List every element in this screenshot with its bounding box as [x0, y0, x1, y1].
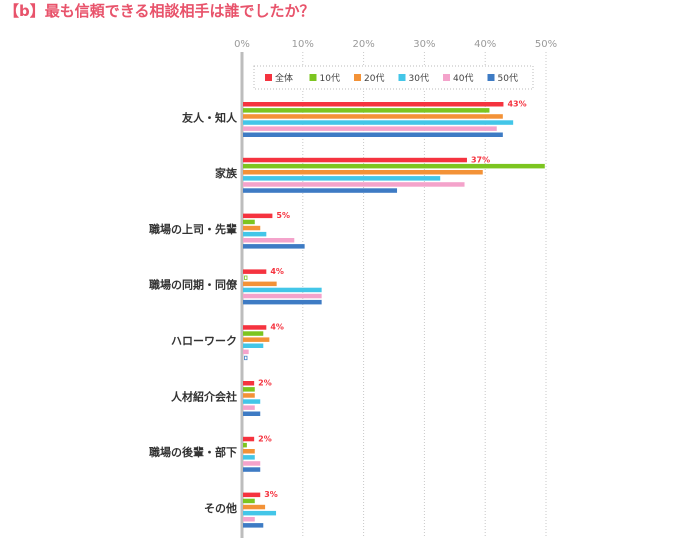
chart-title: 【b】最も信頼できる相談相手は誰でしたか？	[4, 2, 315, 20]
bar	[243, 176, 441, 181]
bar	[243, 269, 267, 274]
bar	[243, 337, 270, 342]
bar	[243, 343, 264, 348]
bar	[243, 387, 255, 392]
data-label: 4%	[270, 267, 284, 276]
bar-zero	[244, 355, 248, 361]
bar	[243, 219, 255, 225]
data-label: 2%	[258, 379, 272, 388]
bar	[243, 504, 266, 510]
x-tick-label: 20%	[352, 39, 374, 50]
category-label: 職場の同期・同僚	[149, 278, 238, 292]
category-label: その他	[204, 501, 237, 515]
data-label: 2%	[258, 434, 272, 443]
legend-swatch	[487, 74, 495, 81]
bar	[243, 325, 267, 330]
data-label: 5%	[276, 211, 290, 220]
category-label: ハローワーク	[171, 335, 237, 348]
bar	[243, 213, 273, 219]
bar	[243, 102, 504, 107]
bar	[243, 349, 249, 355]
bar	[243, 510, 277, 516]
bar	[243, 188, 398, 193]
bar	[243, 126, 497, 131]
bar	[243, 461, 261, 466]
bar	[243, 287, 322, 293]
legend-swatch	[443, 74, 450, 81]
bar	[243, 405, 255, 410]
bar-zero	[244, 275, 248, 280]
bar	[243, 455, 255, 460]
category-label: 人材紹介会社	[171, 389, 237, 403]
bar	[243, 231, 267, 237]
bar	[243, 381, 255, 386]
bar	[243, 170, 483, 175]
bar	[243, 182, 465, 187]
x-tick-label: 40%	[474, 39, 496, 50]
data-label: 4%	[270, 323, 284, 332]
data-label: 43%	[507, 100, 526, 109]
x-tick-label: 10%	[292, 39, 314, 50]
bar	[243, 244, 305, 249]
legend-swatch	[398, 74, 406, 81]
bar	[243, 449, 255, 454]
category-label: 職場の上司・先輩	[149, 222, 237, 236]
bar	[243, 492, 261, 498]
bar	[243, 163, 545, 169]
data-label: 37%	[471, 155, 490, 164]
category-label: 家族	[215, 166, 238, 180]
category-label: 職場の後輩・部下	[149, 445, 237, 459]
bar	[243, 238, 295, 243]
legend-swatch	[265, 74, 272, 81]
legend-label: 30代	[409, 73, 429, 84]
bar	[243, 225, 261, 231]
legend-label: 40代	[453, 73, 473, 84]
bar	[243, 114, 503, 119]
bar	[243, 517, 255, 522]
data-label: 3%	[264, 490, 278, 499]
x-tick-label: 50%	[535, 39, 557, 50]
legend-label: 50代	[498, 73, 518, 84]
legend-label: 全体	[275, 72, 293, 84]
legend-label: 20代	[364, 73, 384, 84]
legend-swatch	[309, 74, 317, 81]
bar	[243, 157, 467, 163]
category-label: 友人・知人	[182, 110, 238, 124]
bar	[243, 411, 261, 416]
legend-swatch	[354, 74, 361, 81]
bar	[243, 299, 322, 305]
bar	[243, 436, 255, 442]
bar	[243, 393, 255, 398]
legend-label: 10代	[320, 73, 340, 84]
bar	[243, 523, 264, 528]
bar	[243, 120, 514, 125]
bar	[243, 498, 255, 504]
bar	[243, 442, 247, 448]
bar	[243, 293, 322, 299]
bar	[243, 132, 503, 137]
bar	[243, 467, 261, 472]
bar	[243, 281, 277, 287]
bar	[243, 108, 490, 113]
bar	[243, 399, 261, 404]
legend-box	[253, 65, 534, 90]
x-tick-label: 30%	[413, 39, 435, 50]
x-tick-label: 0%	[234, 39, 250, 50]
bar	[243, 331, 264, 336]
